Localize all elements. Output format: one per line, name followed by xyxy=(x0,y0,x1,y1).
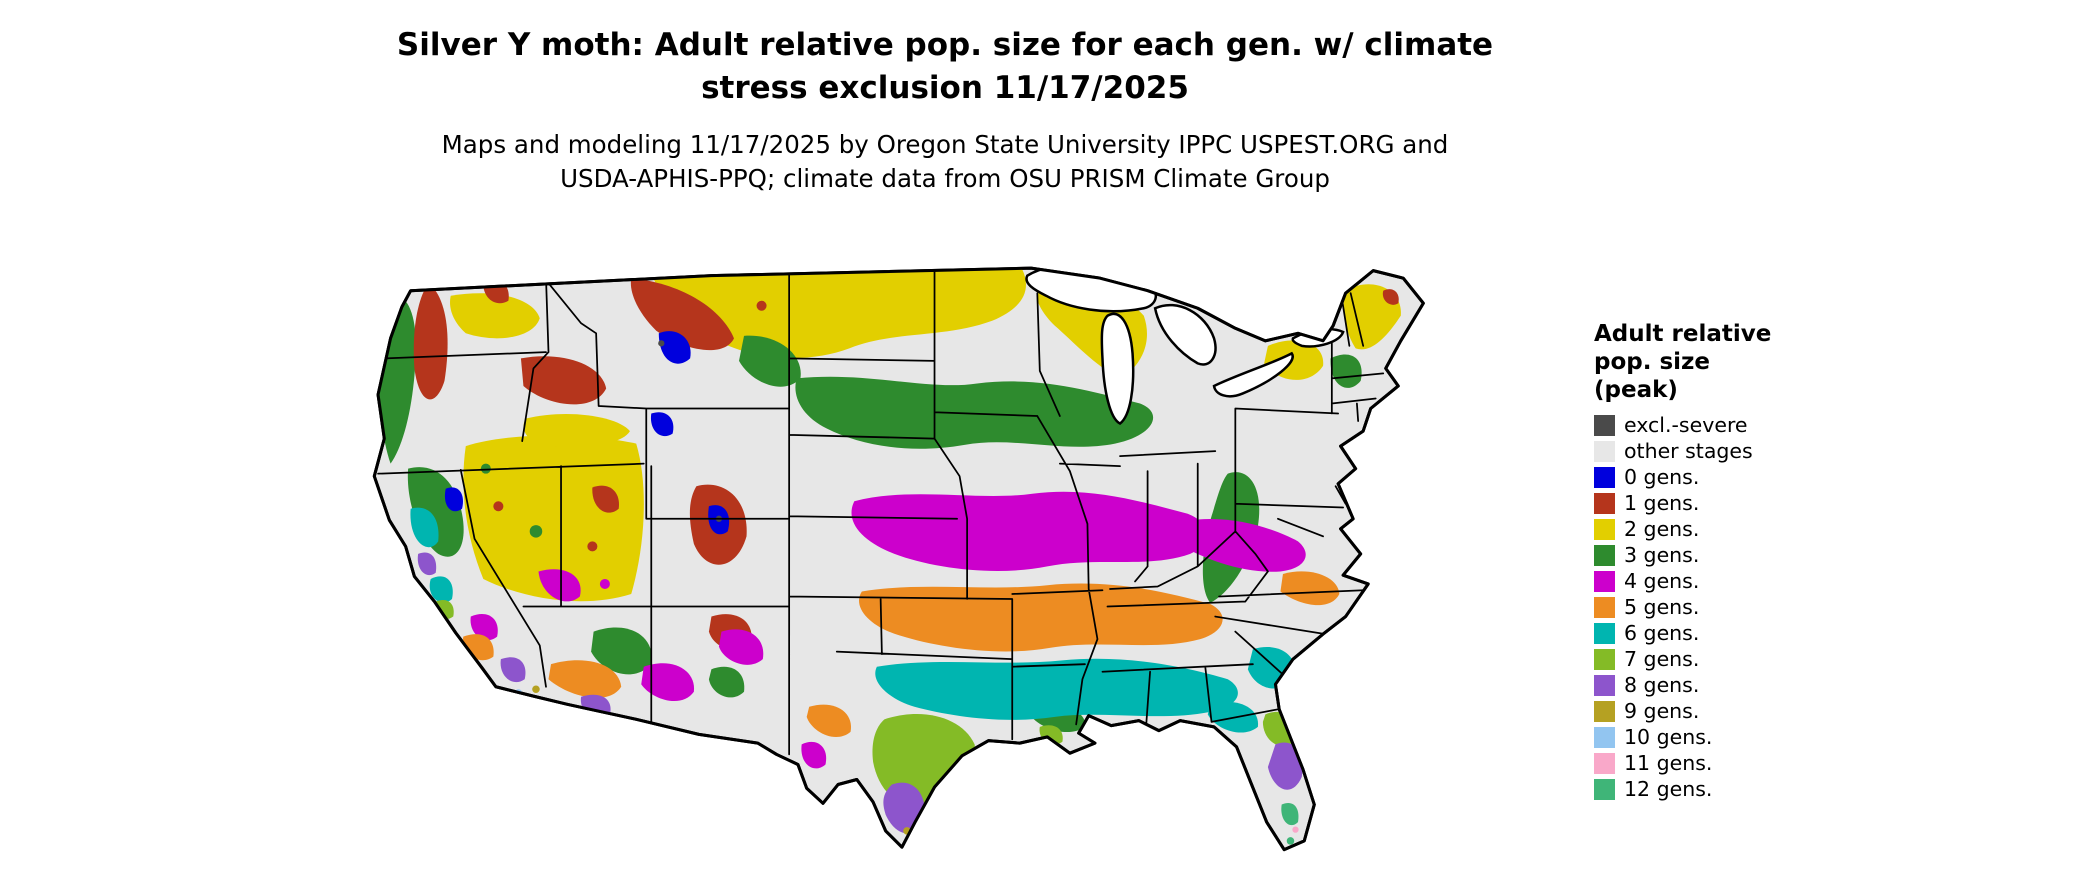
legend-item-label: 0 gens. xyxy=(1624,465,1700,490)
map-regions xyxy=(377,268,1401,850)
legend-item-label: 1 gens. xyxy=(1624,491,1700,516)
legend-item: 11 gens. xyxy=(1594,750,1894,776)
legend-swatch-icon xyxy=(1594,700,1615,722)
regions-4-gens xyxy=(470,491,1306,769)
legend-item-label: 2 gens. xyxy=(1624,517,1700,542)
legend-item-label: 9 gens. xyxy=(1624,699,1700,724)
legend-item-label: 4 gens. xyxy=(1624,569,1700,594)
legend-item: 0 gens. xyxy=(1594,464,1894,490)
legend-title: Adult relative pop. size (peak) xyxy=(1594,320,1894,404)
legend-swatch-icon xyxy=(1594,648,1615,670)
legend-item: 6 gens. xyxy=(1594,620,1894,646)
legend-item: 1 gens. xyxy=(1594,490,1894,516)
legend-item: 3 gens. xyxy=(1594,542,1894,568)
legend-swatch-icon xyxy=(1594,726,1615,748)
legend-swatch-icon xyxy=(1594,518,1615,540)
legend-item-label: 10 gens. xyxy=(1624,725,1713,750)
legend-item-label: 7 gens. xyxy=(1624,647,1700,672)
legend-swatch-icon xyxy=(1594,466,1615,488)
legend-title-line-2: pop. size xyxy=(1594,349,1711,376)
subtitle-line-1: Maps and modeling 11/17/2025 by Oregon S… xyxy=(441,129,1449,159)
legend-swatch-icon xyxy=(1594,752,1615,774)
legend-item: other stages xyxy=(1594,438,1894,464)
legend-swatch-icon xyxy=(1594,492,1615,514)
legend-swatch-icon xyxy=(1594,674,1615,696)
legend-item-label: 6 gens. xyxy=(1624,621,1700,646)
lake-erie xyxy=(1212,351,1294,398)
legend: Adult relative pop. size (peak) excl.-se… xyxy=(1594,320,1894,802)
us-outline xyxy=(372,266,1425,852)
legend-title-line-1: Adult relative xyxy=(1594,321,1772,347)
legend-item-label: other stages xyxy=(1624,439,1753,464)
page-subtitle: Maps and modeling 11/17/2025 by Oregon S… xyxy=(345,128,1545,198)
legend-title-line-3: (peak) xyxy=(1594,377,1678,404)
legend-item: 7 gens. xyxy=(1594,646,1894,672)
legend-swatch-icon xyxy=(1594,440,1615,462)
regions-0-gens xyxy=(444,331,730,535)
legend-item: 2 gens. xyxy=(1594,516,1894,542)
legend-item: 8 gens. xyxy=(1594,672,1894,698)
legend-item: 12 gens. xyxy=(1594,776,1894,802)
lake-huron xyxy=(1153,303,1217,366)
header: Silver Y moth: Adult relative pop. size … xyxy=(345,24,1545,197)
legend-item-label: 11 gens. xyxy=(1624,751,1713,776)
legend-item-label: 8 gens. xyxy=(1624,673,1700,698)
state-borders xyxy=(377,269,1385,756)
legend-item: 4 gens. xyxy=(1594,568,1894,594)
legend-swatch-icon xyxy=(1594,596,1615,618)
legend-swatch-icon xyxy=(1594,622,1615,644)
regions-9-gens xyxy=(532,685,911,835)
legend-item-label: 12 gens. xyxy=(1624,777,1713,802)
legend-item: 5 gens. xyxy=(1594,594,1894,620)
legend-swatch-icon xyxy=(1594,778,1615,800)
legend-item: 9 gens. xyxy=(1594,698,1894,724)
us-map-svg xyxy=(372,266,1425,852)
subtitle-line-2: USDA-APHIS-PPQ; climate data from OSU PR… xyxy=(560,164,1330,194)
legend-items: excl.-severe other stages 0 gens. 1 gens… xyxy=(1594,412,1894,802)
legend-item-label: excl.-severe xyxy=(1624,413,1748,438)
legend-swatch-icon xyxy=(1594,544,1615,566)
title-line-2: stress exclusion 11/17/2025 xyxy=(701,69,1189,106)
title-line-1: Silver Y moth: Adult relative pop. size … xyxy=(396,27,1494,63)
legend-item-label: 3 gens. xyxy=(1624,543,1700,568)
legend-item: excl.-severe xyxy=(1594,412,1894,438)
legend-item-label: 5 gens. xyxy=(1624,595,1700,620)
legend-swatch-icon xyxy=(1594,414,1615,436)
lake-michigan xyxy=(1100,312,1135,426)
legend-swatch-icon xyxy=(1594,570,1615,592)
page-title: Silver Y moth: Adult relative pop. size … xyxy=(345,24,1545,110)
legend-item: 10 gens. xyxy=(1594,724,1894,750)
us-generation-map xyxy=(335,218,1514,876)
